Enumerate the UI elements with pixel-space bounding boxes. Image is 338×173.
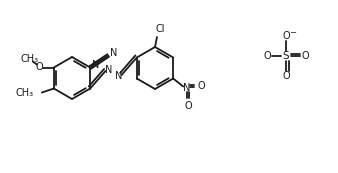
Text: N: N [115,71,122,81]
Text: N: N [93,60,100,70]
Text: CH₃: CH₃ [16,89,34,98]
Text: CH₃: CH₃ [21,54,39,65]
Text: O: O [282,31,290,41]
Text: −: − [290,29,296,38]
Text: O: O [282,71,290,81]
Text: N: N [111,48,118,57]
Text: O: O [197,80,205,90]
Text: N: N [105,65,112,75]
Text: ⁺: ⁺ [100,57,104,63]
Text: N: N [184,83,191,93]
Text: O: O [184,101,192,111]
Text: S: S [283,51,289,61]
Text: Cl: Cl [155,24,165,34]
Text: O: O [301,51,309,61]
Text: O: O [263,51,271,61]
Text: O: O [35,61,43,71]
